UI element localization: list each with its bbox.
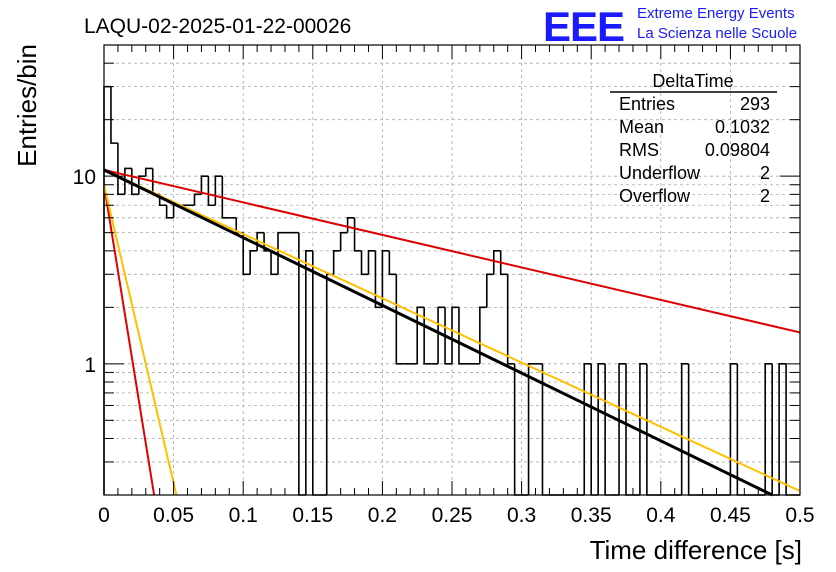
x-tick-label: 0.25 — [432, 504, 473, 527]
histogram-bin — [513, 363, 522, 496]
histogram-bin — [736, 363, 745, 496]
stats-value-entries: 293 — [740, 94, 770, 114]
eee-logo: EEE Extreme Energy Events La Scienza nel… — [543, 3, 797, 50]
stats-value-overflow: 2 — [760, 186, 770, 206]
histogram-bin — [312, 250, 320, 496]
histogram-bin — [597, 363, 606, 495]
histogram-bin — [270, 250, 278, 276]
histogram-bin — [625, 363, 633, 496]
eee-logo-mark: EEE — [543, 3, 624, 50]
histogram-bin — [165, 205, 174, 219]
stats-label-underflow: Underflow — [619, 163, 701, 183]
axis-ticks — [103, 44, 801, 496]
histogram-bin — [639, 363, 647, 495]
x-tick-label: 0.4 — [646, 504, 676, 527]
histogram-bin — [479, 306, 487, 364]
histogram-bin — [778, 363, 787, 495]
histogram-bin — [214, 175, 223, 206]
histogram-bin — [367, 250, 376, 275]
fit-line-4 — [103, 168, 801, 492]
histogram-bin — [687, 363, 696, 496]
x-tick-labels: 0 0.05 0.1 0.15 0.2 0.25 0.3 0.35 0.4 0.45 0.5 — [98, 504, 814, 527]
run-title: LAQU-02-2025-01-22-00026 — [84, 15, 351, 38]
stats-box: DeltaTime Entries 293 Mean 0.1032 RMS 0.… — [610, 71, 777, 206]
histogram-bin — [527, 363, 536, 495]
histogram-bin — [374, 250, 383, 309]
histogram-bin — [590, 363, 599, 496]
x-tick-label: 0.35 — [571, 504, 612, 527]
eee-logo-line2: La Scienza nelle Scuole — [637, 25, 797, 42]
fit-line-2 — [103, 168, 801, 334]
y-tick-label: 1 — [84, 354, 96, 377]
x-tick-label: 0 — [98, 504, 110, 527]
x-tick-label: 0.45 — [710, 504, 751, 527]
x-tick-label: 0.3 — [507, 504, 536, 527]
histogram-bin — [506, 274, 515, 365]
histogram-bin — [423, 307, 432, 365]
histogram-bin — [221, 176, 230, 219]
histogram-bin — [277, 231, 285, 275]
histogram-bin — [144, 167, 153, 177]
x-tick-label: 0.1 — [229, 504, 258, 527]
histogram-bin — [200, 175, 209, 195]
histogram-bin — [492, 250, 501, 275]
histogram-bin — [110, 86, 118, 144]
histogram-bin — [499, 250, 508, 276]
histogram-bin — [451, 306, 459, 364]
histogram-bin — [207, 176, 216, 207]
fit-line-5 — [103, 168, 773, 497]
stats-label-overflow: Overflow — [619, 186, 691, 206]
x-tick-label: 0.15 — [292, 504, 333, 527]
histogram-bin — [249, 250, 258, 275]
x-tick-label: 0.05 — [153, 504, 194, 527]
histogram-bin — [618, 363, 626, 495]
histogram-bin — [458, 307, 466, 365]
histogram-bin — [583, 363, 592, 495]
histogram-bin — [242, 232, 251, 276]
histogram-bin — [332, 250, 341, 275]
histogram-bin — [353, 217, 362, 252]
histogram-bin — [646, 363, 654, 496]
stats-label-entries: Entries — [619, 94, 675, 114]
histogram-bin — [604, 363, 613, 496]
eee-logo-line1: Extreme Energy Events — [637, 5, 795, 22]
histogram-bin — [381, 250, 390, 308]
stats-name: DeltaTime — [652, 71, 733, 91]
histogram-bin — [103, 85, 111, 495]
histogram-bin — [680, 363, 689, 495]
y-tick-label: 10 — [73, 166, 96, 189]
histogram-bin — [785, 363, 794, 496]
stats-value-mean: 0.1032 — [715, 117, 770, 137]
y-axis-label: Entries/bin — [12, 44, 42, 167]
histogram-bin — [388, 250, 397, 276]
histogram-bin — [771, 363, 780, 496]
histogram-bin — [193, 193, 202, 206]
histogram-bin — [124, 167, 132, 195]
x-tick-label: 0.5 — [785, 504, 814, 527]
stats-label-rms: RMS — [619, 140, 659, 160]
histogram-bin — [117, 143, 125, 196]
grid — [104, 45, 800, 495]
stats-value-rms: 0.09804 — [705, 140, 770, 160]
fit-lines — [103, 168, 801, 497]
histogram-bin — [395, 274, 404, 365]
y-tick-labels: 1 10 — [73, 166, 96, 377]
histogram-bin — [486, 273, 494, 308]
histogram-bin — [346, 217, 355, 233]
stats-label-mean: Mean — [619, 117, 664, 137]
stats-value-underflow: 2 — [760, 163, 770, 183]
x-axis-label: Time difference [s] — [590, 535, 802, 565]
histogram-bin — [339, 231, 348, 251]
histogram-bin — [360, 250, 369, 276]
histogram-bin — [437, 306, 446, 364]
histogram-bin — [764, 363, 773, 495]
fit-line-1 — [103, 184, 156, 496]
histogram-bin — [305, 250, 313, 495]
histogram-bin — [729, 363, 738, 495]
histogram-bin — [131, 168, 139, 196]
x-tick-label: 0.2 — [368, 504, 397, 527]
histogram-bin — [416, 306, 425, 364]
fit-line-3 — [103, 184, 178, 496]
